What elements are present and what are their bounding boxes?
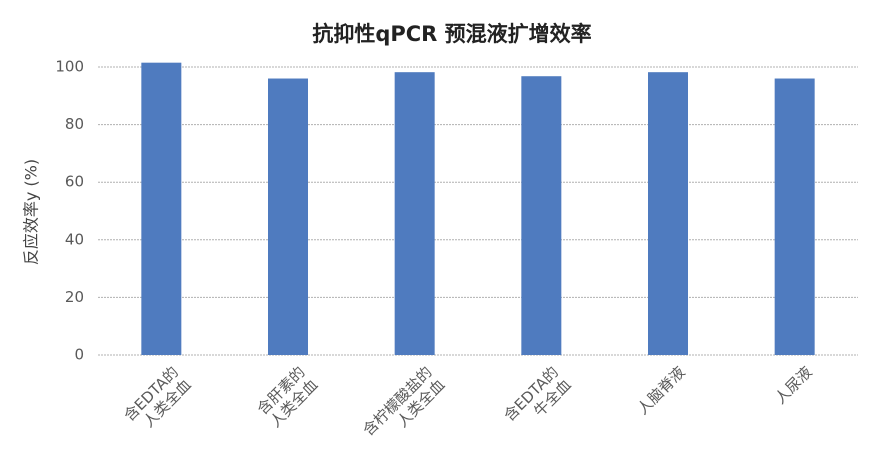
bar bbox=[648, 72, 688, 356]
bar bbox=[141, 62, 182, 356]
bar bbox=[774, 78, 815, 356]
y-tick-label: 80 bbox=[65, 115, 84, 133]
y-tick-label: 60 bbox=[65, 173, 84, 191]
bar bbox=[268, 78, 308, 356]
y-tick-label: 0 bbox=[74, 346, 84, 364]
y-axis-label: 反应效率y (%) bbox=[22, 159, 41, 265]
chart-title: 抗抑性qPCR 预混液扩增效率 bbox=[312, 22, 591, 46]
y-tick-label: 100 bbox=[55, 58, 84, 76]
bar bbox=[521, 76, 562, 355]
bar bbox=[394, 72, 435, 356]
y-tick-label: 20 bbox=[65, 288, 84, 306]
y-tick-label: 40 bbox=[65, 230, 84, 248]
